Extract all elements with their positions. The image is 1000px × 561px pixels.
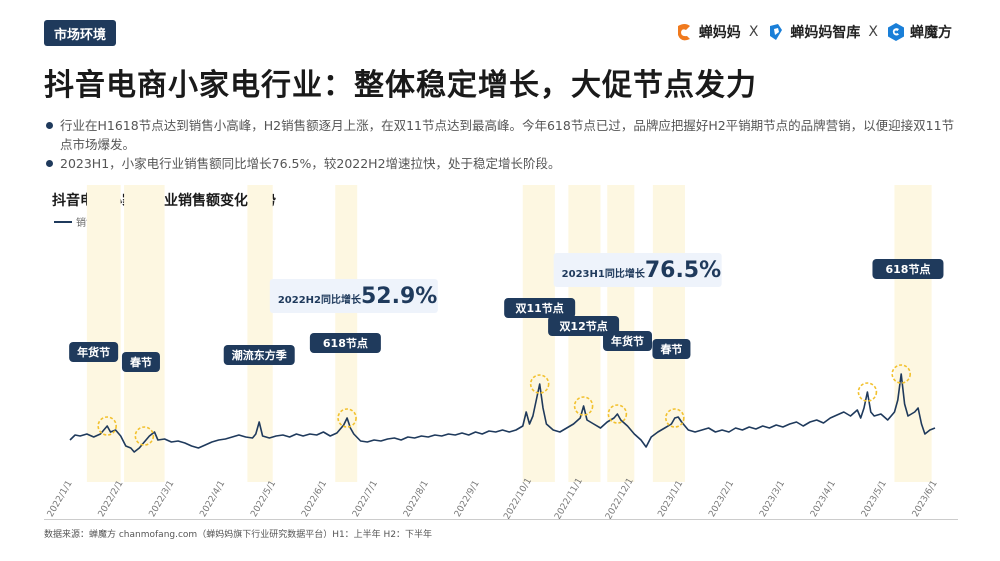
peak-highlight-circle (665, 408, 685, 428)
x-tick-label: 2022/1/1 (46, 479, 75, 519)
brand-chanmama-zhiku: 蝉妈妈智库 (766, 22, 860, 42)
brand-separator: X (748, 24, 759, 40)
event-label-bg (309, 333, 381, 353)
growth-callout-bg (553, 253, 722, 287)
event-label: 年货节 (603, 331, 653, 351)
brand-chanmama: 蝉妈妈 (675, 22, 741, 42)
highlight-band (124, 185, 165, 482)
x-tick-label: 2022/7/1 (351, 479, 380, 519)
growth-callout: 2023H1同比增长76.5% (553, 253, 722, 287)
chanmama-zhiku-logo-icon (770, 24, 783, 40)
peak-highlight-circle (607, 404, 628, 424)
peak-highlight-circle (337, 408, 357, 428)
highlight-band (652, 185, 685, 482)
event-label: 双11节点 (504, 298, 576, 318)
event-label-bg (504, 298, 576, 318)
brand-chanmofang: 蝉魔方 (886, 22, 952, 42)
x-tick-label: 2022/8/1 (402, 479, 431, 519)
event-label-text: 双11节点 (516, 301, 564, 315)
brand-name: 蝉妈妈智库 (790, 25, 861, 41)
event-label-text: 春节 (130, 355, 152, 369)
highlight-band (86, 185, 121, 482)
event-label: 春节 (652, 339, 691, 359)
event-label-bg (548, 316, 620, 336)
section-tag: 市场环境 (44, 20, 117, 46)
growth-callout-text: 2023H1同比增长76.5% (562, 258, 722, 283)
chanmofang-logo-icon (888, 23, 904, 41)
event-label-text: 双12节点 (559, 319, 607, 333)
page-title: 抖音电商小家电行业：整体稳定增长，大促节点发力 (44, 68, 757, 103)
footer-divider (44, 519, 958, 520)
brand-separator: X (868, 24, 878, 40)
x-tick-label: 2022/10/1 (502, 477, 534, 522)
x-tick-label: 2022/12/1 (604, 477, 636, 522)
growth-callout: 2022H2同比增长52.9% (269, 279, 438, 313)
x-tick-label: 2023/5/1 (860, 479, 889, 519)
x-tick-label: 2022/5/1 (249, 479, 278, 519)
brand-logos: 蝉妈妈 X 蝉妈妈智库 X 蝉魔方 (675, 22, 952, 42)
event-label-text: 年货节 (611, 334, 644, 348)
highlight-band (894, 185, 932, 482)
x-tick-label: 2022/9/1 (453, 479, 482, 519)
bullet-item: 2023H1，小家电行业销售额同比增长76.5%，较2022H2增速拉快，处于稳… (44, 154, 964, 173)
event-label: 618节点 (872, 259, 944, 279)
growth-callout-text: 2022H2同比增长52.9% (278, 284, 438, 309)
event-label-text: 春节 (660, 342, 682, 356)
event-label-bg (872, 259, 944, 279)
x-tick-label: 2022/2/1 (97, 479, 126, 519)
event-label-bg (121, 352, 160, 372)
peak-highlight-circle (529, 374, 550, 394)
peak-highlight-circle (573, 396, 594, 416)
chanmama-logo-icon (677, 24, 690, 41)
x-tick-label: 2023/4/1 (809, 479, 838, 519)
x-tick-label: 2022/4/1 (198, 479, 227, 519)
brand-name: 蝉魔方 (910, 25, 952, 41)
x-tick-label: 2022/6/1 (300, 479, 329, 519)
x-tick-label: 2022/11/1 (553, 477, 585, 522)
event-label-text: 618节点 (885, 262, 930, 276)
peak-highlight-circle (97, 416, 117, 436)
event-label-text: 618节点 (323, 336, 368, 350)
x-tick-label: 2023/3/1 (758, 479, 787, 519)
data-source-note: 数据来源：蝉魔方 chanmofang.com（蝉妈妈旗下行业研究数据平台）H1… (44, 530, 433, 540)
event-label-text: 潮流东方季 (232, 348, 288, 362)
bullet-item: 行业在H1618节点达到销售小高峰，H2销售额逐月上涨，在双11节点达到最高峰。… (44, 116, 964, 154)
peak-highlight-circle (857, 382, 878, 402)
event-label: 潮流东方季 (223, 345, 295, 365)
highlight-band (247, 185, 273, 482)
brand-name: 蝉妈妈 (698, 25, 741, 41)
x-tick-label: 2023/2/1 (707, 479, 736, 519)
event-label: 年货节 (69, 342, 119, 362)
event-label: 春节 (121, 352, 160, 372)
legend-line-swatch (54, 220, 72, 223)
peak-highlight-circle (134, 426, 155, 446)
event-label-bg (603, 331, 653, 351)
bullet-list: 行业在H1618节点达到销售小高峰，H2销售额逐月上涨，在双11节点达到最高峰。… (44, 116, 964, 173)
x-tick-label: 2022/3/1 (148, 479, 177, 519)
peak-highlight-circle (891, 364, 912, 384)
event-label-bg (652, 339, 691, 359)
sales-line (69, 373, 936, 453)
event-label-bg (69, 342, 119, 362)
growth-callout-bg (269, 279, 438, 313)
event-label-bg (223, 345, 295, 365)
event-label: 618节点 (309, 333, 381, 353)
x-tick-label: 2023/1/1 (656, 479, 685, 519)
x-tick-label: 2023/6/1 (911, 479, 940, 519)
event-label: 双12节点 (548, 316, 620, 336)
event-label-text: 年货节 (77, 345, 110, 359)
